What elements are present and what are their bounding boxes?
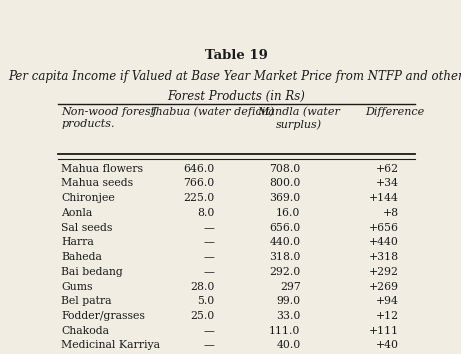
Text: Non-wood forest
products.: Non-wood forest products. xyxy=(61,107,155,129)
Text: +292: +292 xyxy=(369,267,399,277)
Text: —: — xyxy=(204,223,215,233)
Text: Per capita Income if Valued at Base Year Market Price from NTFP and other: Per capita Income if Valued at Base Year… xyxy=(8,70,461,83)
Text: 318.0: 318.0 xyxy=(269,252,301,262)
Text: +144: +144 xyxy=(369,193,399,203)
Text: 16.0: 16.0 xyxy=(276,208,301,218)
Text: Bel patra: Bel patra xyxy=(61,296,112,306)
Text: —: — xyxy=(204,326,215,336)
Text: Aonla: Aonla xyxy=(61,208,93,218)
Text: +656: +656 xyxy=(369,223,399,233)
Text: 99.0: 99.0 xyxy=(277,296,301,306)
Text: +440: +440 xyxy=(369,238,399,247)
Text: 28.0: 28.0 xyxy=(190,281,215,292)
Text: 40.0: 40.0 xyxy=(276,341,301,350)
Text: Difference: Difference xyxy=(366,107,425,116)
Text: 111.0: 111.0 xyxy=(269,326,301,336)
Text: 8.0: 8.0 xyxy=(197,208,215,218)
Text: 5.0: 5.0 xyxy=(198,296,215,306)
Text: Forest Products (in Rs): Forest Products (in Rs) xyxy=(167,90,305,103)
Text: Sal seeds: Sal seeds xyxy=(61,223,112,233)
Text: Medicinal Karriya: Medicinal Karriya xyxy=(61,341,160,350)
Text: +34: +34 xyxy=(376,178,399,188)
Text: Mahua flowers: Mahua flowers xyxy=(61,164,143,174)
Text: 25.0: 25.0 xyxy=(190,311,215,321)
Text: —: — xyxy=(204,238,215,247)
Text: Chironjee: Chironjee xyxy=(61,193,115,203)
Text: Mandla (water
surplus): Mandla (water surplus) xyxy=(257,107,340,130)
Text: 440.0: 440.0 xyxy=(269,238,301,247)
Text: 369.0: 369.0 xyxy=(269,193,301,203)
Text: 656.0: 656.0 xyxy=(269,223,301,233)
Text: 646.0: 646.0 xyxy=(183,164,215,174)
Text: Mahua seeds: Mahua seeds xyxy=(61,178,133,188)
Text: Jhabua (water deficit): Jhabua (water deficit) xyxy=(152,107,275,117)
Text: Gums: Gums xyxy=(61,281,93,292)
Text: 292.0: 292.0 xyxy=(269,267,301,277)
Text: 708.0: 708.0 xyxy=(269,164,301,174)
Text: Baheda: Baheda xyxy=(61,252,102,262)
Text: 766.0: 766.0 xyxy=(183,178,215,188)
Text: +12: +12 xyxy=(376,311,399,321)
Text: —: — xyxy=(204,252,215,262)
Text: +269: +269 xyxy=(369,281,399,292)
Text: Table 19: Table 19 xyxy=(205,49,268,62)
Text: +8: +8 xyxy=(383,208,399,218)
Text: 33.0: 33.0 xyxy=(276,311,301,321)
Text: 225.0: 225.0 xyxy=(183,193,215,203)
Text: —: — xyxy=(204,267,215,277)
Text: +62: +62 xyxy=(376,164,399,174)
Text: +111: +111 xyxy=(369,326,399,336)
Text: Chakoda: Chakoda xyxy=(61,326,109,336)
Text: 800.0: 800.0 xyxy=(269,178,301,188)
Text: Fodder/grasses: Fodder/grasses xyxy=(61,311,145,321)
Text: +40: +40 xyxy=(376,341,399,350)
Text: Bai bedang: Bai bedang xyxy=(61,267,123,277)
Text: —: — xyxy=(204,341,215,350)
Text: +318: +318 xyxy=(369,252,399,262)
Text: +94: +94 xyxy=(376,296,399,306)
Text: 297: 297 xyxy=(280,281,301,292)
Text: Harra: Harra xyxy=(61,238,94,247)
